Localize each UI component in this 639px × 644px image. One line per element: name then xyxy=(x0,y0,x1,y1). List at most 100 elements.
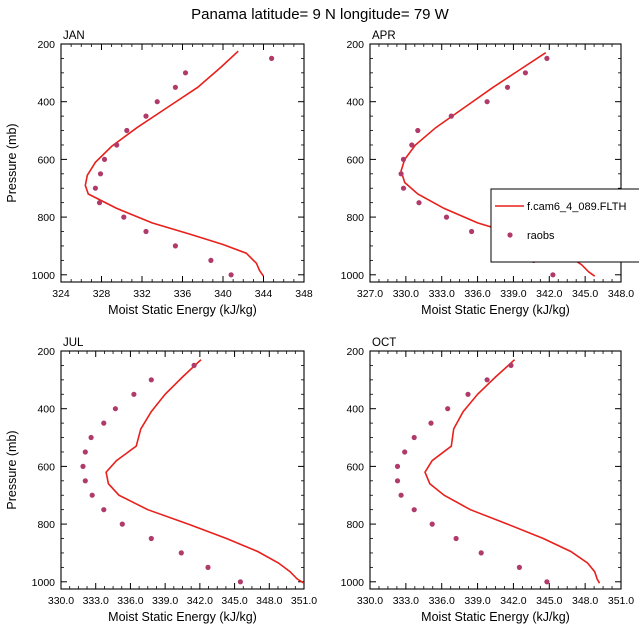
x-axis-label: Moist Static Energy (kJ/kg) xyxy=(421,610,570,624)
x-tick-label: 336.0 xyxy=(464,288,490,300)
panel-title: JAN xyxy=(63,30,85,42)
legend-box xyxy=(490,188,639,263)
x-tick-label: 348.0 xyxy=(572,595,598,607)
raobs-point xyxy=(400,185,407,191)
raobs-point xyxy=(504,84,511,90)
raobs-point xyxy=(415,127,421,134)
x-tick-label: 348.0 xyxy=(608,288,634,300)
x-tick-label: 348.0 xyxy=(256,595,282,607)
x-tick-label: 336 xyxy=(174,288,192,300)
model-line xyxy=(424,359,601,584)
legend-model-label: f.cam6_4_089.FLTH xyxy=(527,201,627,213)
raobs-point xyxy=(409,142,415,148)
y-tick-label: 200 xyxy=(346,346,364,358)
x-tick-label: 324 xyxy=(52,288,70,300)
plot-frame xyxy=(369,350,622,590)
raobs-point xyxy=(416,200,422,206)
raobs-point xyxy=(522,70,529,76)
raobs-point xyxy=(92,185,98,191)
raobs-point xyxy=(182,70,189,76)
raobs-point xyxy=(465,391,471,397)
y-tick-label: 600 xyxy=(37,154,55,166)
x-tick-label: 333.0 xyxy=(393,595,419,607)
raobs-point xyxy=(112,406,118,412)
raobs-point xyxy=(143,113,149,119)
x-tick-label: 344 xyxy=(255,288,273,300)
raobs-point xyxy=(448,113,454,119)
raobs-point xyxy=(516,564,523,571)
raobs-point xyxy=(445,406,451,412)
panel-oct: OCT 330.0 333.0 336.0 339.0 342.0 345.0 348.0 35… xyxy=(341,337,635,624)
raobs-point xyxy=(429,521,435,527)
y-tick-label: 600 xyxy=(346,461,364,473)
x-axis-label: Moist Static Energy (kJ/kg) xyxy=(108,303,257,317)
raobs-point xyxy=(148,535,154,542)
raobs-point xyxy=(443,214,450,220)
y-tick-label: 1000 xyxy=(32,270,56,282)
raobs-point xyxy=(402,449,408,455)
y-tick-label: 600 xyxy=(37,461,55,473)
x-tick-label: 336.0 xyxy=(117,595,143,607)
raobs-point xyxy=(172,84,178,90)
y-axis-label: Pressure (mb) xyxy=(5,430,19,509)
y-tick-label: 200 xyxy=(346,39,364,51)
raobs-point xyxy=(398,171,404,177)
raobs-point xyxy=(124,127,130,134)
raobs-point xyxy=(208,257,214,263)
y-tick-label: 1000 xyxy=(32,577,56,589)
figure-title: Panama latitude= 9 N longitude= 79 W xyxy=(191,6,450,23)
x-tick-label: 330.0 xyxy=(357,595,383,607)
x-tick-label: 351.0 xyxy=(291,595,317,607)
raobs-point xyxy=(101,507,107,513)
y-axis-label: Pressure (mb) xyxy=(5,123,19,202)
raobs-point xyxy=(131,391,137,397)
raobs-point xyxy=(228,272,234,278)
raobs-point xyxy=(269,55,275,62)
y-tick-label: 400 xyxy=(346,97,364,109)
panel-apr: APR 327.0 330.0 333.0 336.0 339.0 342.0 345.0 34… xyxy=(341,30,635,317)
x-tick-label: 332 xyxy=(133,288,151,300)
y-tick-label: 800 xyxy=(37,519,55,531)
x-tick-label: 340 xyxy=(214,288,232,300)
y-tick-label: 400 xyxy=(37,97,55,109)
raobs-point xyxy=(508,362,514,368)
raobs-point xyxy=(121,214,127,220)
raobs-point xyxy=(178,550,184,556)
x-tick-label: 328 xyxy=(93,288,111,300)
x-axis-label: Moist Static Energy (kJ/kg) xyxy=(108,610,257,624)
raobs-point xyxy=(411,434,417,441)
x-tick-label: 336.0 xyxy=(429,595,455,607)
y-tick-label: 200 xyxy=(37,39,55,51)
raobs-point xyxy=(428,420,434,426)
raobs-point xyxy=(154,99,160,105)
x-tick-label: 327.0 xyxy=(357,288,383,300)
x-tick-label: 333.0 xyxy=(429,288,455,300)
x-tick-label: 339.0 xyxy=(464,595,490,607)
raobs-point xyxy=(398,492,404,498)
x-tick-label: 330.0 xyxy=(393,288,419,300)
x-tick-label: 342.0 xyxy=(500,595,526,607)
x-tick-label: 339.0 xyxy=(152,595,178,607)
x-tick-label: 342.0 xyxy=(187,595,213,607)
panel-title: OCT xyxy=(372,337,396,349)
raobs-point xyxy=(469,228,475,235)
raobs-point xyxy=(143,228,149,235)
raobs-point xyxy=(205,564,211,571)
x-tick-label: 345.0 xyxy=(536,595,562,607)
y-tick-label: 1000 xyxy=(341,577,365,589)
x-tick-label: 348 xyxy=(295,288,313,300)
x-axis-label: Moist Static Energy (kJ/kg) xyxy=(421,303,570,317)
raobs-point xyxy=(484,99,490,105)
raobs-point xyxy=(544,579,550,585)
y-tick-label: 800 xyxy=(346,519,364,531)
model-line xyxy=(84,50,265,277)
raobs-point xyxy=(484,377,490,383)
raobs-point xyxy=(148,377,154,383)
y-tick-label: 600 xyxy=(346,154,364,166)
raobs-point xyxy=(237,579,243,585)
y-tick-label: 1000 xyxy=(341,270,365,282)
raobs-point xyxy=(97,171,104,177)
raobs-point xyxy=(119,521,125,527)
